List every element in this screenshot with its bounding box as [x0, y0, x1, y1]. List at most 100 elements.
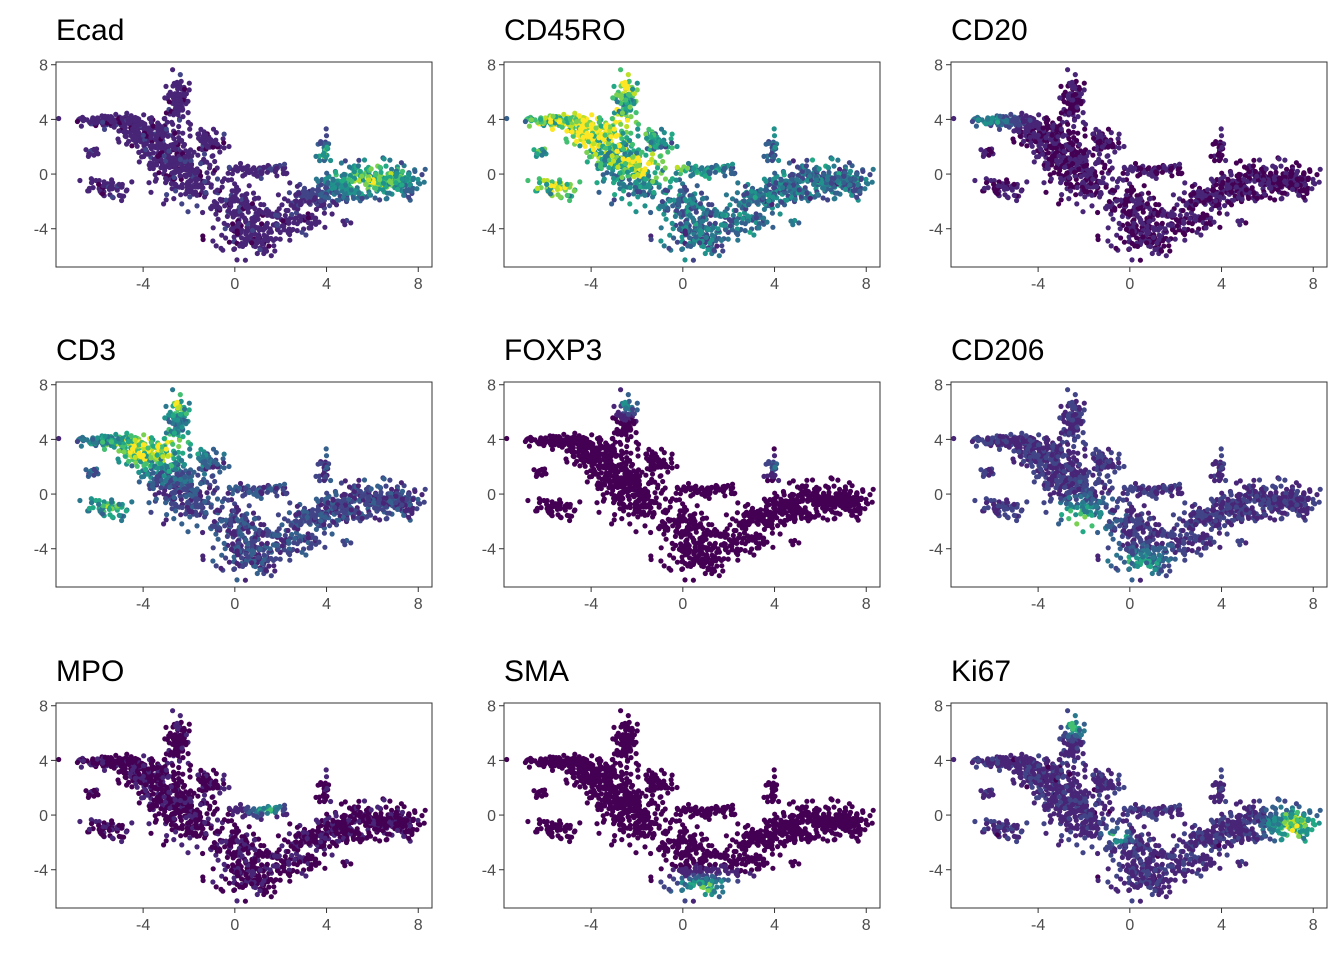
data-point — [777, 211, 783, 217]
data-point — [160, 134, 166, 140]
data-point — [252, 218, 258, 224]
data-point — [775, 203, 781, 209]
data-point — [789, 176, 795, 182]
data-point — [1024, 179, 1030, 185]
data-point — [109, 179, 115, 185]
data-point — [1180, 198, 1186, 204]
data-point — [287, 180, 293, 186]
data-point — [313, 206, 319, 212]
data-point — [187, 194, 193, 200]
data-point — [228, 201, 234, 207]
data-point — [264, 169, 270, 175]
data-point — [772, 144, 778, 150]
data-point — [633, 110, 639, 116]
data-point — [155, 145, 161, 151]
data-point — [246, 183, 252, 189]
data-point — [674, 143, 680, 150]
data-point — [646, 161, 652, 167]
data-point — [346, 164, 353, 170]
data-point — [415, 176, 421, 182]
data-point — [728, 218, 734, 224]
data-point — [381, 156, 387, 162]
data-point — [1305, 176, 1311, 183]
data-point — [714, 243, 720, 249]
data-point — [633, 209, 639, 215]
data-point — [715, 226, 721, 232]
data-point — [223, 235, 229, 241]
data-point — [557, 179, 563, 185]
data-point — [707, 170, 713, 177]
data-point — [182, 86, 188, 92]
data-point — [1317, 166, 1323, 172]
data-point — [1096, 151, 1103, 157]
data-point — [821, 185, 827, 191]
data-point — [804, 157, 810, 163]
data-point — [1310, 176, 1316, 182]
data-point — [140, 122, 147, 128]
data-point — [56, 115, 62, 122]
data-point — [584, 130, 590, 136]
data-point — [255, 234, 262, 240]
data-point — [333, 169, 339, 175]
data-point — [1078, 191, 1084, 197]
data-point — [178, 192, 184, 198]
data-point — [771, 126, 777, 132]
data-point — [674, 164, 680, 170]
data-point — [729, 161, 736, 167]
data-point — [973, 123, 980, 129]
data-point — [972, 177, 978, 184]
data-point — [257, 226, 263, 232]
data-point — [846, 160, 853, 166]
data-point — [727, 223, 733, 229]
data-point — [1169, 227, 1176, 233]
data-point — [323, 185, 329, 191]
data-point — [176, 117, 183, 123]
data-point — [631, 191, 637, 197]
data-point — [771, 185, 777, 191]
data-point — [630, 154, 636, 160]
data-point — [1275, 187, 1281, 193]
data-point — [1125, 221, 1131, 227]
data-point — [698, 166, 704, 172]
data-point — [648, 209, 654, 216]
data-point — [745, 213, 751, 219]
data-point — [644, 135, 650, 141]
data-point — [1069, 79, 1075, 85]
data-point — [708, 210, 714, 216]
data-point — [240, 173, 246, 179]
data-point — [218, 198, 225, 204]
y-tick-label: -4 — [482, 222, 496, 239]
data-point — [224, 213, 230, 219]
data-point — [1152, 226, 1158, 232]
data-point — [572, 110, 578, 116]
data-point — [716, 253, 722, 259]
data-point — [249, 240, 255, 246]
data-point — [557, 194, 563, 200]
data-point — [296, 190, 302, 196]
data-point — [666, 245, 672, 251]
data-point — [1061, 99, 1067, 105]
data-point — [1300, 171, 1307, 177]
data-point — [862, 186, 868, 192]
data-point — [1029, 143, 1035, 149]
data-point — [547, 191, 554, 197]
data-point — [1187, 216, 1193, 222]
data-point — [250, 166, 256, 172]
data-point — [163, 197, 169, 203]
data-point — [368, 166, 374, 172]
data-point — [90, 116, 96, 122]
data-point — [176, 169, 183, 175]
data-point — [763, 186, 769, 192]
data-point — [198, 183, 205, 190]
data-point — [740, 216, 746, 222]
data-point — [735, 180, 741, 186]
data-point — [377, 197, 383, 203]
data-point — [705, 226, 711, 232]
data-point — [1093, 126, 1099, 132]
data-point — [177, 91, 183, 97]
data-point — [294, 221, 300, 227]
data-point — [549, 126, 556, 132]
data-point — [1099, 170, 1105, 176]
data-point — [606, 165, 612, 171]
data-point — [853, 171, 860, 177]
